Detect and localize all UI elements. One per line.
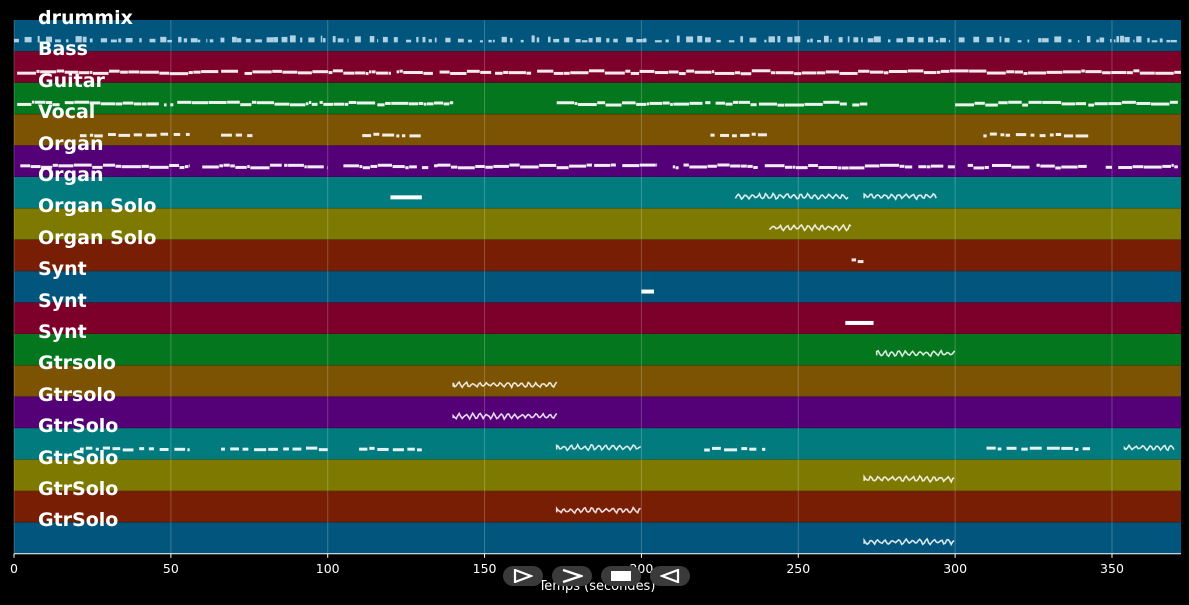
- note-segment: [704, 446, 766, 452]
- note-segment: [437, 163, 658, 170]
- track-background: [14, 239, 1181, 272]
- note-segment: [1105, 163, 1178, 170]
- track-label: Synt: [38, 289, 87, 312]
- track-background: [14, 82, 1181, 115]
- track-background: [14, 334, 1181, 366]
- note-segment: [863, 473, 955, 484]
- stop-icon: [611, 571, 631, 581]
- note-segment: [362, 132, 421, 138]
- track-label: Guitar: [38, 69, 105, 92]
- x-tick-label: 350: [1100, 561, 1124, 576]
- note-segment: [20, 163, 190, 170]
- track-label: GtrSolo: [38, 415, 119, 438]
- track-background: [14, 396, 1181, 429]
- note-segment: [875, 349, 956, 358]
- note-segment: [710, 132, 767, 138]
- note-segment: [641, 289, 654, 294]
- track-background: [14, 51, 1181, 83]
- note-segment: [986, 446, 1091, 451]
- note-segment: [672, 163, 955, 170]
- track-label: Bass: [38, 38, 88, 61]
- track-background: [14, 114, 1181, 146]
- transport-controls: [503, 566, 690, 586]
- x-tick-label: 250: [786, 561, 811, 576]
- piano-roll[interactable]: [0, 0, 1189, 560]
- back-button[interactable]: [650, 566, 690, 586]
- note-segment: [863, 537, 955, 547]
- track-label: Synt: [38, 321, 87, 343]
- note-segment: [769, 223, 852, 233]
- play-reverse-icon: [660, 569, 680, 583]
- note-segment: [202, 163, 328, 170]
- track-background: [14, 459, 1181, 491]
- note-segment: [221, 133, 253, 138]
- x-tick-label: 0: [10, 561, 18, 576]
- track-background: [14, 20, 1181, 52]
- track-background: [14, 302, 1181, 334]
- x-tick-label: 100: [315, 561, 340, 576]
- x-tick-label: 50: [162, 561, 179, 576]
- note-segment: [863, 192, 937, 201]
- track-label: Organ: [38, 164, 104, 186]
- note-segment: [452, 411, 558, 421]
- note-segment: [556, 100, 868, 107]
- next-button[interactable]: [552, 566, 592, 586]
- note-segment: [17, 100, 454, 107]
- track-label: drummix: [38, 7, 133, 29]
- note-segment: [955, 100, 1178, 107]
- track-label: Synt: [38, 258, 87, 281]
- track-background: [14, 208, 1181, 240]
- track-background: [14, 145, 1181, 177]
- track-background: [14, 177, 1181, 209]
- track-label: Gtrsolo: [38, 352, 116, 375]
- track-label: GtrSolo: [38, 509, 119, 532]
- track-background: [14, 271, 1181, 303]
- note-segment: [221, 446, 328, 452]
- note-segment: [983, 132, 1089, 138]
- track-label: Organ Solo: [38, 195, 157, 218]
- track-label: Organ: [38, 132, 104, 155]
- note-segment: [734, 192, 849, 201]
- note-segment: [555, 506, 641, 515]
- track-label: Gtrsolo: [38, 383, 116, 406]
- x-tick-label: 150: [472, 561, 497, 576]
- track-background: [14, 522, 1181, 554]
- track-label: GtrSolo: [38, 446, 119, 469]
- note-segment: [1123, 443, 1175, 452]
- note-segment: [851, 258, 864, 264]
- note-segment: [14, 35, 1177, 43]
- note-segment: [845, 320, 874, 325]
- note-segment: [79, 446, 190, 452]
- note-segment: [390, 195, 422, 200]
- note-segment: [967, 163, 1087, 170]
- note-segment: [359, 446, 422, 452]
- track-background: [14, 428, 1181, 460]
- note-segment: [79, 132, 190, 138]
- note-segment: [17, 69, 1181, 76]
- track-label: Organ Solo: [38, 226, 157, 249]
- chevron-right-icon: [562, 569, 583, 583]
- track-background: [14, 365, 1181, 397]
- note-segment: [343, 163, 438, 170]
- track-label: Vocal: [38, 101, 96, 124]
- play-outline-icon: [513, 569, 533, 583]
- note-segment: [555, 442, 642, 452]
- track-background: [14, 491, 1181, 523]
- stop-button[interactable]: [601, 566, 641, 586]
- play-button[interactable]: [503, 566, 543, 586]
- note-segment: [452, 380, 558, 390]
- x-tick-label: 300: [943, 561, 968, 576]
- track-label: GtrSolo: [38, 478, 119, 500]
